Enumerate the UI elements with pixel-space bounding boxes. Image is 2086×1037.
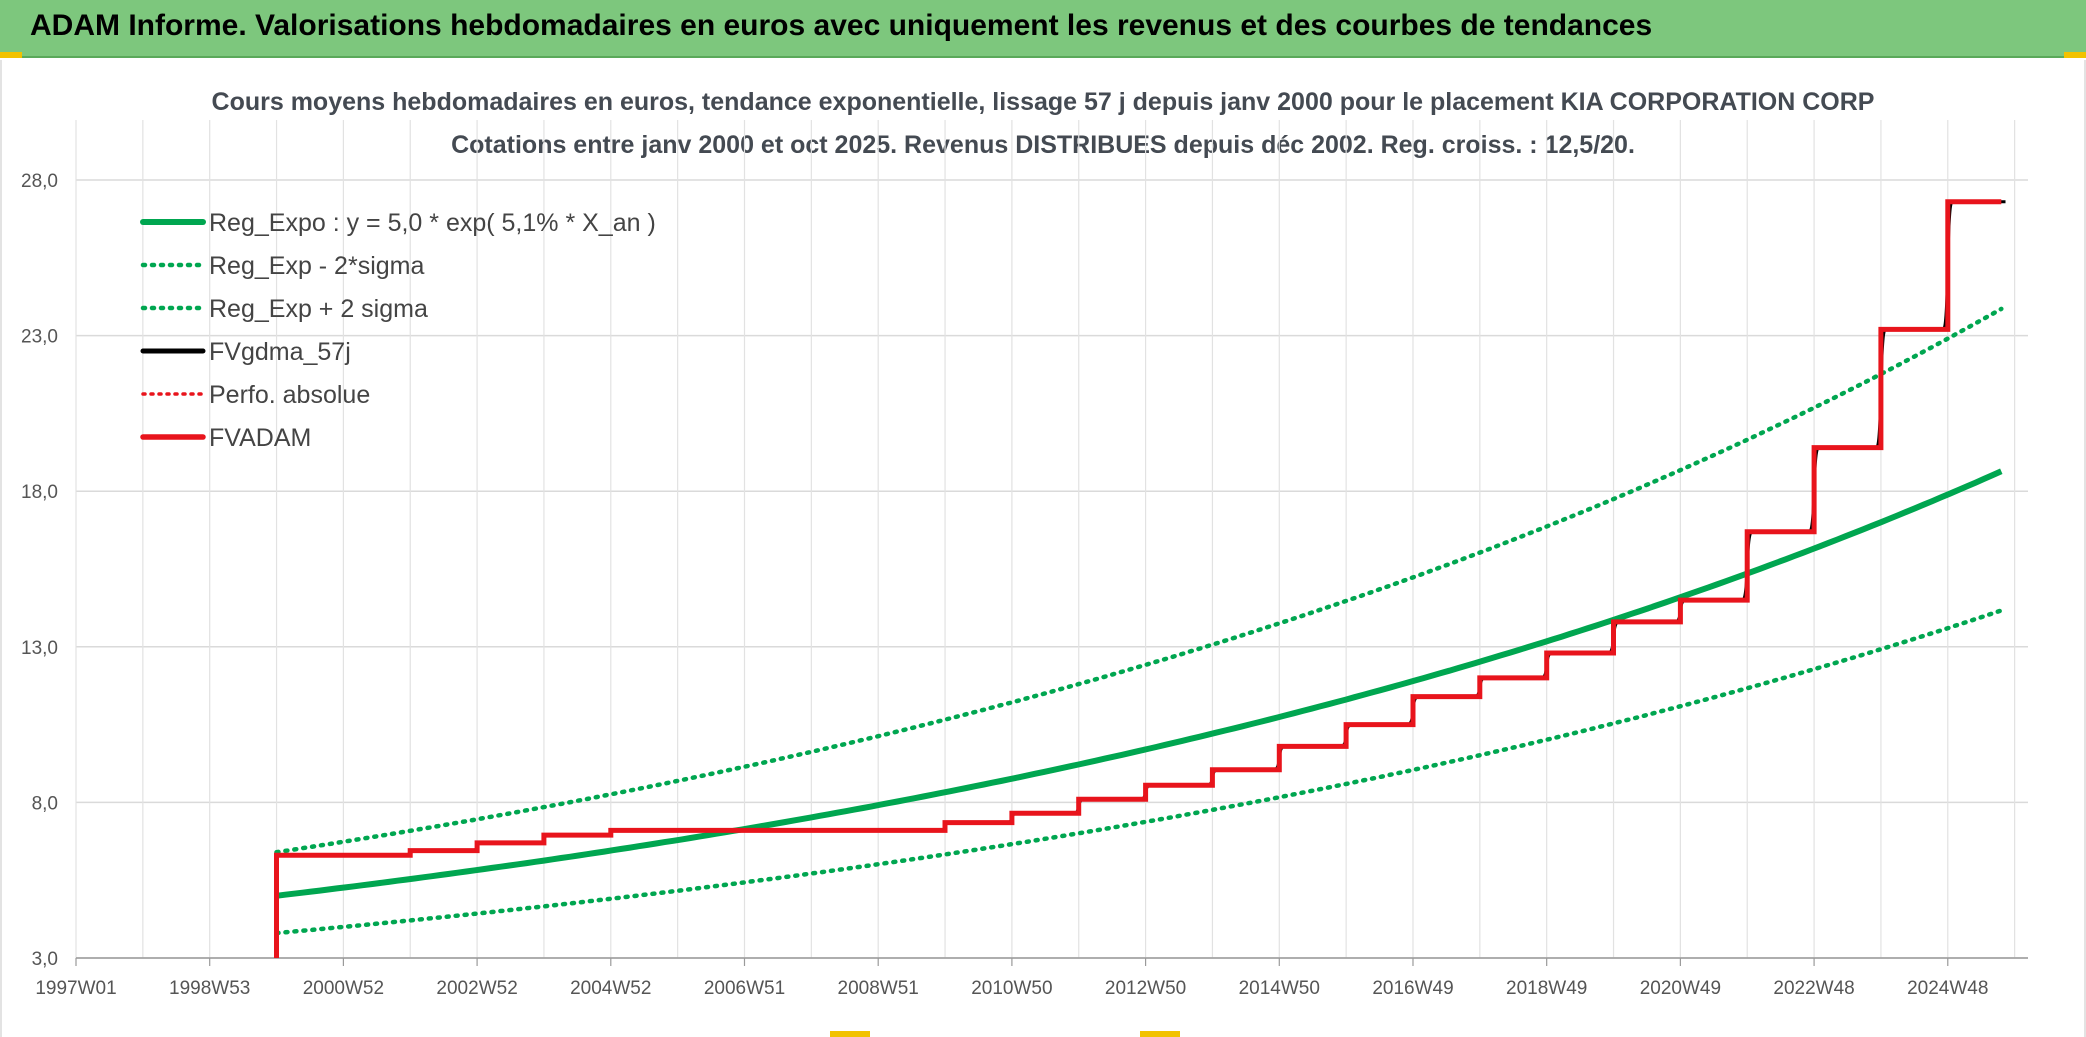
y-tick-label: 13,0 (21, 638, 58, 659)
x-tick-label: 2000W52 (303, 978, 384, 999)
corner-mark-left (0, 52, 22, 58)
y-tick-label: 8,0 (32, 793, 58, 814)
x-tick-label: 2008W51 (838, 978, 919, 999)
legend-label: FVgdma_57j (209, 338, 351, 366)
x-tick-label: 2024W48 (1907, 978, 1988, 999)
axes: 3,0 8,0 13,0 18,0 23,0 28,0 1997W01 1998W53 2000… (21, 171, 2028, 999)
chart-title: Cours moyens hebdomadaires en euros, ten… (211, 88, 1875, 116)
x-tick-label: 2020W49 (1640, 978, 1721, 999)
report-banner: ADAM Informe. Valorisations hebdomadaire… (0, 0, 2086, 58)
y-tick-label: 3,0 (32, 949, 58, 970)
x-tick-label: 1998W53 (169, 978, 250, 999)
legend-label: Reg_Expo : y = 5,0 * exp( 5,1% * X_an ) (209, 209, 656, 237)
corner-mark-bottom (830, 1031, 870, 1037)
series-layer (274, 199, 2006, 958)
x-tick-label: 1997W01 (35, 978, 116, 999)
series-reg-minus-2sigma (274, 608, 2004, 936)
x-tick-label: 2022W48 (1773, 978, 1854, 999)
x-tick-label: 2012W50 (1105, 978, 1186, 999)
x-tick-label: 2010W50 (971, 978, 1052, 999)
series-fvadam (274, 199, 2002, 958)
legend-label: Reg_Exp + 2 sigma (209, 295, 428, 323)
chart-subtitle: Cotations entre janv 2000 et oct 2025. R… (451, 131, 1635, 159)
x-tick-label: 2004W52 (570, 978, 651, 999)
legend-label: Reg_Exp - 2*sigma (209, 252, 424, 280)
grid-lines (75, 120, 2028, 959)
x-tick-label: 2002W52 (436, 978, 517, 999)
legend: Reg_Expo : y = 5,0 * exp( 5,1% * X_an ) R… (140, 209, 656, 452)
legend-label: Perfo. absolue (209, 381, 370, 409)
y-tick-label: 18,0 (21, 482, 58, 503)
legend-label: FVADAM (209, 424, 311, 452)
x-tick-label: 2006W51 (704, 978, 785, 999)
series-reg-expo (276, 468, 2003, 899)
report-title: ADAM Informe. Valorisations hebdomadaire… (30, 9, 1653, 42)
x-tick-label: 2016W49 (1372, 978, 1453, 999)
corner-mark-right (2064, 52, 2086, 58)
series-reg-plus-2sigma (274, 306, 2004, 855)
chart-frame (0, 60, 2086, 1037)
x-tick-label: 2014W50 (1239, 978, 1320, 999)
x-tick-label: 2018W49 (1506, 978, 1587, 999)
y-tick-label: 23,0 (21, 327, 58, 348)
corner-mark-bottom-right (1140, 1031, 1180, 1037)
y-tick-label: 28,0 (21, 171, 58, 192)
series-fvgdma-57j (276, 200, 2006, 857)
